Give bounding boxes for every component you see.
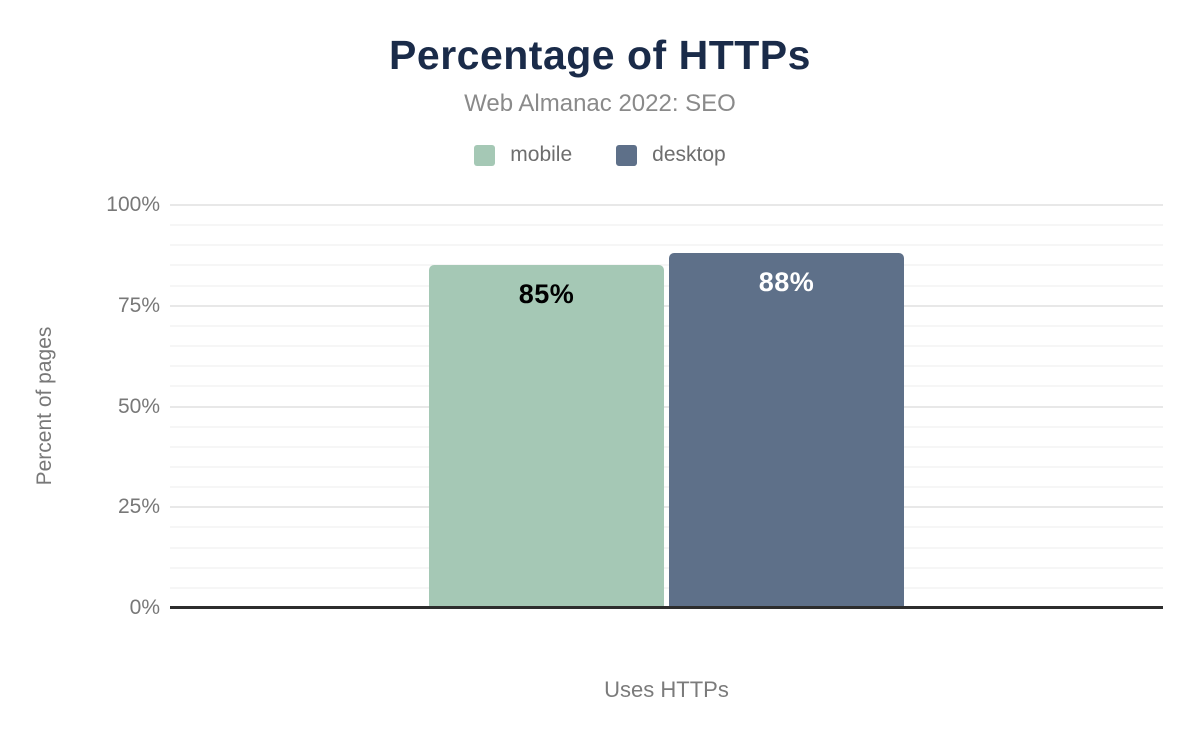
minor-gridline-10 (170, 566, 1163, 569)
minor-gridline-15 (170, 546, 1163, 549)
y-tick-label-100: 100% (106, 193, 160, 216)
legend-swatch-mobile (474, 144, 496, 166)
minor-gridline-60 (170, 365, 1163, 368)
bar-value-label-desktop: 88% (758, 267, 815, 298)
legend-item-mobile: mobile (474, 143, 572, 167)
minor-gridline-55 (170, 385, 1163, 388)
minor-gridline-80 (170, 284, 1163, 287)
minor-gridline-40 (170, 445, 1163, 448)
y-axis-title: Percent of pages (33, 326, 56, 486)
chart-title: Percentage of HTTPs (389, 32, 811, 78)
major-gridline-25 (170, 506, 1163, 509)
legend-swatch-desktop (616, 144, 638, 166)
minor-gridline-65 (170, 345, 1163, 348)
chart-subtitle: Web Almanac 2022: SEO (464, 90, 736, 117)
bar-value-label-mobile: 85% (518, 279, 575, 310)
y-tick-label-75: 75% (117, 293, 160, 317)
legend-item-desktop: desktop (616, 143, 726, 167)
minor-gridline-70 (170, 324, 1163, 327)
legend-label-mobile: mobile (510, 143, 573, 166)
minor-gridline-20 (170, 526, 1163, 529)
legend: mobile desktop (0, 143, 1200, 167)
minor-gridline-95 (170, 224, 1163, 227)
major-gridline-100 (170, 204, 1163, 206)
bar-desktop: 88% (669, 253, 904, 608)
minor-gridline-5 (170, 586, 1163, 589)
major-gridline-50 (170, 405, 1163, 408)
x-axis-line (170, 606, 1163, 609)
major-gridline-75 (170, 304, 1163, 307)
y-tick-label-50: 50% (117, 394, 160, 418)
legend-label-desktop: desktop (652, 143, 726, 166)
minor-gridline-85 (170, 264, 1163, 267)
y-tick-label-25: 25% (117, 495, 160, 519)
minor-gridline-30 (170, 486, 1163, 489)
minor-gridline-90 (170, 244, 1163, 247)
bar-mobile: 85% (429, 265, 664, 608)
y-axis-labels: 0% 25% 50% 75% 100% (0, 193, 160, 619)
plot-area: 85% 88% (170, 204, 1163, 609)
minor-gridline-35 (170, 465, 1163, 468)
minor-gridline-45 (170, 425, 1163, 428)
x-category-label: Uses HTTPs (604, 677, 729, 702)
y-tick-label-0: 0% (129, 596, 160, 619)
